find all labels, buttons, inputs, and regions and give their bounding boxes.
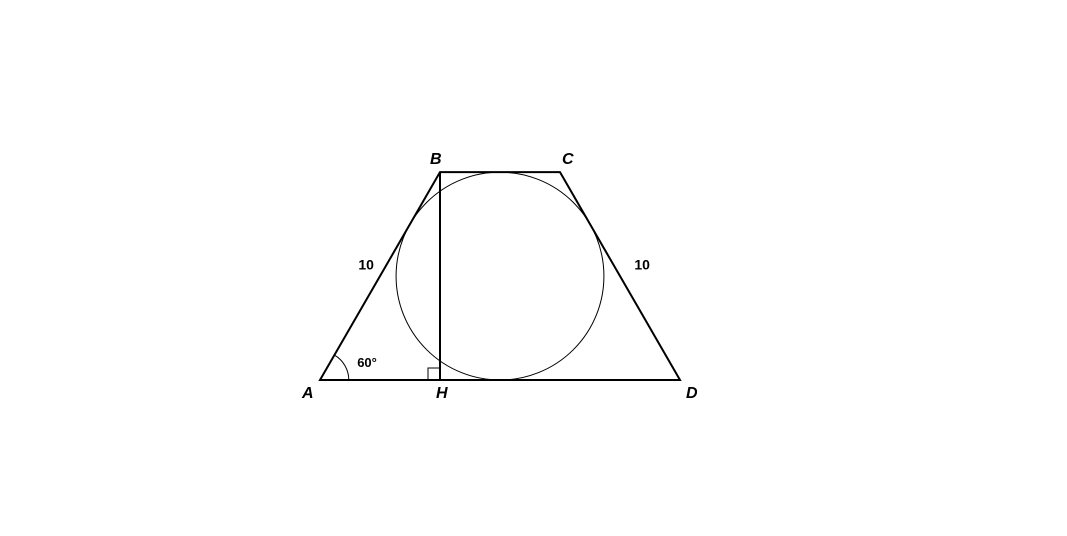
inscribed-circle — [396, 172, 604, 380]
point-label-B: B — [430, 151, 442, 168]
right-angle-marker-H — [428, 368, 440, 380]
point-label-A: A — [301, 385, 314, 402]
trapezoid — [320, 172, 680, 380]
point-label-D: D — [686, 385, 698, 402]
point-label-H: H — [436, 385, 448, 402]
point-label-C: C — [562, 151, 574, 168]
angle-arc-A — [334, 355, 348, 380]
geometry-diagram: 60° 10 10 A B C D H — [0, 0, 1067, 536]
side-label-0: 10 — [358, 257, 374, 273]
side-label-1: 10 — [634, 257, 650, 273]
angle-label-A: 60° — [357, 355, 377, 370]
